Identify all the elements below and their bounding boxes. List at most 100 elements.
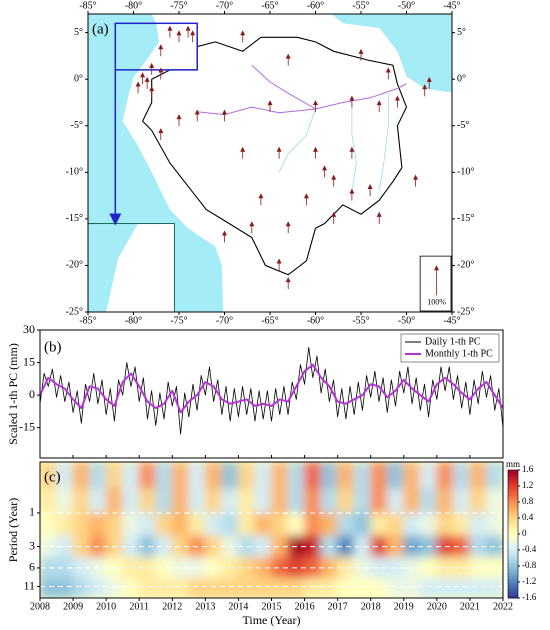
x-tick-label: -85° [79,315,96,326]
cell [105,462,124,490]
cell [469,513,487,537]
colorbar-segment [508,489,518,493]
cell [40,556,58,580]
wavelet-panel: 1 3 6 11 2008 2009 2010 2011 2012 2013 2014 2015 201… [6,459,537,627]
colorbar-segment [508,527,518,532]
colorbar-segment [508,556,518,561]
colorbar-tick-label: 0.4 [522,512,534,522]
cell [122,578,140,598]
cell [370,462,388,490]
station [185,25,191,38]
station [194,109,200,122]
station-head [222,230,227,236]
cell [89,578,107,598]
station [158,128,164,141]
cell [452,535,471,558]
cell [254,578,272,598]
cell [469,578,487,598]
station [313,146,318,159]
colorbar-segment [508,524,518,529]
cell [320,488,339,515]
cell [56,513,74,537]
cell [436,513,454,537]
cell [370,488,388,515]
x-tick-label: -65° [261,315,278,326]
cell [89,513,107,537]
colorbar-tick-label: -0.8 [522,560,537,570]
cell [485,462,503,490]
station-head [135,81,141,87]
station [385,67,391,80]
cell [138,556,157,580]
station [144,76,150,89]
cell [287,488,306,515]
station [190,30,196,43]
cell [403,513,421,537]
cell [155,578,173,598]
station-head [140,72,146,78]
cell [485,578,503,598]
cell [337,488,355,515]
cell [271,513,289,537]
x-tick-label: 2011 [129,601,149,612]
cell [105,578,124,598]
cell [188,488,206,515]
cell [155,556,173,580]
cell [370,578,388,598]
station-head [426,76,432,82]
station-head [331,174,337,180]
river [351,102,357,191]
station-head [190,30,196,36]
cell [436,578,454,598]
x-tick-label: 2015 [262,601,282,612]
station-head [158,128,164,134]
station-head [185,25,191,31]
colorbar-tick-label: -0.4 [522,544,537,554]
station [222,230,227,243]
legend-box [400,333,500,363]
cell [271,556,289,580]
y-tick-label: -15 [19,419,35,433]
x-tick-label: -60° [307,0,324,11]
panel-label: (a) [92,21,109,37]
station-head [276,258,282,264]
cell [271,488,289,515]
line-panel: -15 0 15 30 (b) Scaled 1-th PC (mm) Daily 1-th… [6,322,504,459]
cell [122,488,140,515]
cell [452,513,471,537]
x-tick-label: -60° [307,315,324,326]
colorbar-segment [508,585,518,589]
cell [204,578,223,598]
colorbar-segment [508,502,518,506]
station [276,258,282,271]
cell [271,535,289,558]
river [251,64,316,110]
cell [337,535,355,558]
station [285,277,291,290]
cell [469,535,487,558]
y-tick-label: -25° [66,306,83,317]
cell [254,535,272,558]
x-tick-label: -80° [125,315,142,326]
y-tick-label: 1 [29,505,35,519]
scale-head [434,265,440,271]
station-head [331,211,337,217]
station-head [240,30,246,36]
station [176,30,182,43]
station [158,67,164,80]
colorbar-segment [508,508,518,513]
x-tick-label: -80° [125,0,142,11]
plot-clip [40,462,503,598]
cell [370,513,388,537]
cell [320,513,339,537]
colorbar-segment [508,582,518,586]
cell [320,462,339,490]
colorbar-segment [508,514,518,519]
cell [370,556,388,580]
x-tick-label: -50° [398,315,415,326]
station [376,211,382,224]
colorbar-segment [508,470,518,474]
station-head [176,30,182,36]
cell [304,488,322,515]
